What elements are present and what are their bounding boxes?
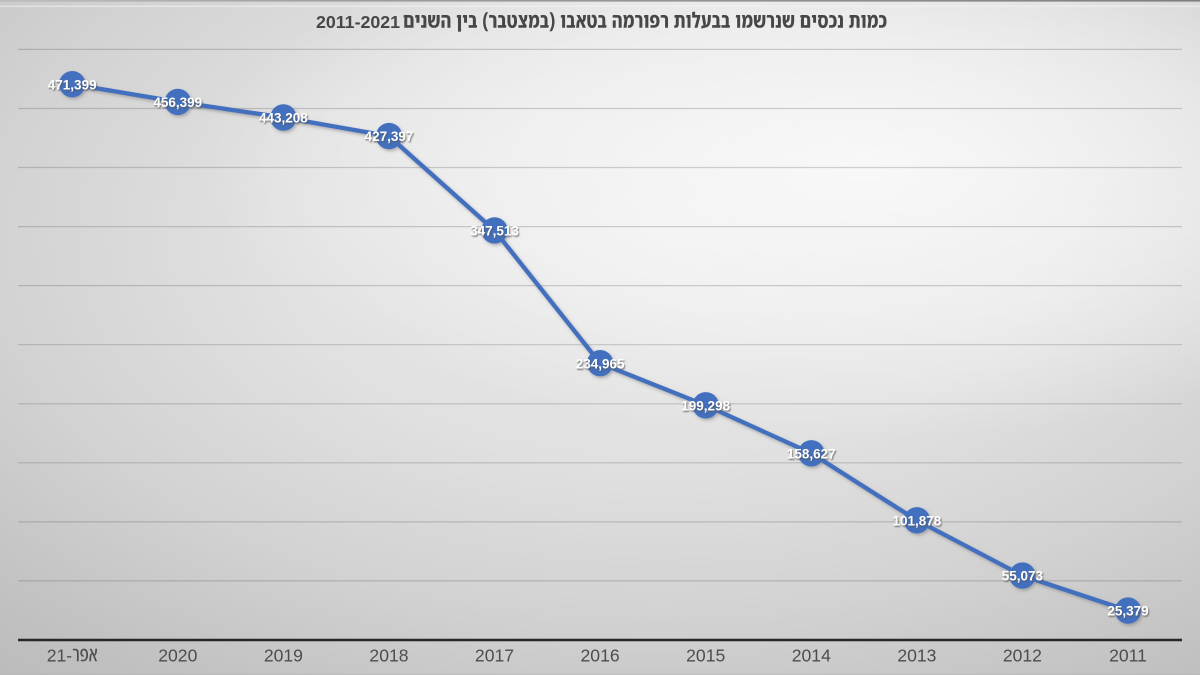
svg-text:2017: 2017: [475, 645, 514, 665]
svg-text:2012: 2012: [1003, 645, 1042, 665]
svg-text:158,627: 158,627: [787, 446, 836, 461]
svg-text:2014: 2014: [792, 645, 831, 665]
svg-text:234,965: 234,965: [576, 356, 625, 371]
svg-text:2011-2021: 2011-2021: [316, 12, 400, 32]
svg-text:2013: 2013: [897, 645, 936, 665]
svg-text:2016: 2016: [581, 645, 620, 665]
svg-text:199,298: 199,298: [681, 398, 730, 413]
svg-text:55,073: 55,073: [1002, 569, 1044, 584]
svg-text:443,208: 443,208: [259, 111, 308, 126]
svg-text:21-: 21-: [47, 645, 73, 665]
svg-text:2011: 2011: [1109, 645, 1147, 665]
svg-text:101,878: 101,878: [892, 513, 941, 528]
svg-text:2019: 2019: [264, 645, 303, 665]
svg-text:347,513: 347,513: [470, 224, 519, 239]
svg-text:2015: 2015: [686, 645, 725, 665]
svg-text:456,399: 456,399: [153, 95, 202, 110]
svg-text:427,397: 427,397: [365, 129, 414, 144]
svg-text:25,379: 25,379: [1107, 604, 1148, 619]
svg-text:471,399: 471,399: [48, 77, 97, 92]
svg-text:2020: 2020: [158, 645, 197, 665]
svg-text:2018: 2018: [369, 645, 408, 665]
